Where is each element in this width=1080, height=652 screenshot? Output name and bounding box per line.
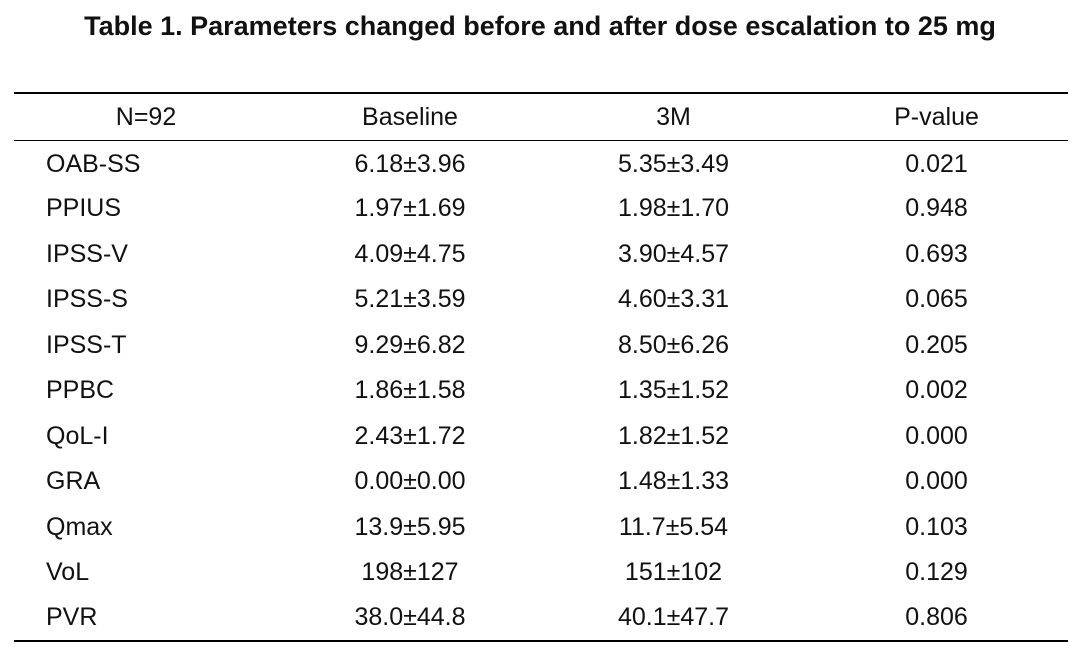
header-3m: 3M	[656, 102, 691, 131]
row-parameter: OAB-SS	[46, 150, 141, 178]
row-3m: 4.60±3.31	[617, 285, 730, 314]
row-parameter: IPSS-T	[46, 330, 127, 359]
row-parameter: IPSS-S	[46, 285, 128, 314]
row-parameter: VoL	[46, 558, 90, 587]
row-baseline: 0.00±0.00	[354, 467, 466, 496]
row-3m: 11.7±5.54	[618, 512, 729, 541]
table-row: IPSS-T 9.29±6.82 8.50±6.26 0.205	[14, 323, 1068, 369]
row-3m: 1.82±1.52	[617, 421, 730, 450]
row-baseline: 2.43±1.72	[354, 421, 466, 450]
row-baseline: 38.0±44.8	[354, 603, 466, 632]
row-3m: 8.50±6.26	[617, 330, 730, 359]
row-3m: 1.98±1.70	[617, 194, 730, 223]
row-3m: 1.48±1.33	[617, 467, 730, 496]
table-row: IPSS-S 5.21±3.59 4.60±3.31 0.065	[14, 277, 1068, 323]
table-row: OAB-SS 6.18±3.96 5.35±3.49 0.021	[14, 141, 1068, 187]
row-baseline: 1.97±1.69	[354, 194, 466, 223]
row-p-value: 0.002	[905, 376, 968, 405]
row-3m: 3.90±4.57	[617, 239, 730, 268]
row-baseline: 4.09±4.75	[354, 239, 466, 268]
parameters-table: N=92 Baseline 3M P-value OAB-SS 6.18±3.9…	[14, 92, 1068, 642]
row-3m: 151±102	[624, 558, 723, 587]
table-row: QoL-I 2.43±1.72 1.82±1.52 0.000	[14, 414, 1068, 460]
row-p-value: 0.065	[905, 285, 968, 314]
row-p-value: 0.806	[905, 603, 968, 632]
table-row: VoL 198±127 151±102 0.129	[14, 550, 1068, 596]
row-3m: 1.35±1.52	[617, 376, 730, 405]
table-caption: Table 1. Parameters changed before and a…	[84, 11, 996, 41]
row-parameter: GRA	[46, 467, 101, 496]
row-baseline: 9.29±6.82	[354, 330, 466, 359]
row-p-value: 0.000	[905, 421, 968, 450]
row-p-value: 0.129	[905, 558, 968, 587]
table-row: PPBC 1.86±1.58 1.35±1.52 0.002	[14, 368, 1068, 414]
table-header: N=92 Baseline 3M P-value	[14, 93, 1068, 141]
row-baseline: 1.86±1.58	[354, 376, 466, 405]
table-row: PPIUS 1.97±1.69 1.98±1.70 0.948	[14, 186, 1068, 232]
table-row: PVR 38.0±44.8 40.1±47.7 0.806	[14, 596, 1068, 641]
row-3m: 5.35±3.49	[617, 150, 730, 178]
row-p-value: 0.693	[905, 239, 968, 268]
row-parameter: QoL-I	[46, 421, 109, 450]
row-3m: 40.1±47.7	[617, 603, 730, 632]
row-p-value: 0.205	[905, 330, 968, 359]
row-baseline: 13.9±5.95	[354, 512, 466, 541]
row-baseline: 198±127	[361, 558, 459, 587]
row-baseline: 5.21±3.59	[354, 285, 466, 314]
table-body: OAB-SS 6.18±3.96 5.35±3.49 0.021 PPIUS 1…	[14, 141, 1068, 641]
row-baseline: 6.18±3.96	[354, 150, 466, 178]
header-n: N=92	[115, 102, 177, 131]
row-p-value: 0.021	[905, 150, 968, 178]
row-parameter: Qmax	[46, 512, 113, 541]
header-p-value: P-value	[894, 102, 979, 131]
row-p-value: 0.103	[905, 512, 968, 541]
header-row: N=92 Baseline 3M P-value	[14, 93, 1068, 141]
row-p-value: 0.948	[905, 194, 968, 223]
row-parameter: IPSS-V	[46, 239, 128, 268]
table-row: IPSS-V 4.09±4.75 3.90±4.57 0.693	[14, 232, 1068, 278]
table-row: Qmax 13.9±5.95 11.7±5.54 0.103	[14, 505, 1068, 551]
table-row: GRA 0.00±0.00 1.48±1.33 0.000	[14, 459, 1068, 505]
row-parameter: PVR	[46, 603, 98, 632]
header-baseline: Baseline	[362, 102, 458, 131]
row-p-value: 0.000	[905, 467, 968, 496]
row-parameter: PPBC	[46, 376, 115, 405]
row-parameter: PPIUS	[46, 194, 122, 223]
